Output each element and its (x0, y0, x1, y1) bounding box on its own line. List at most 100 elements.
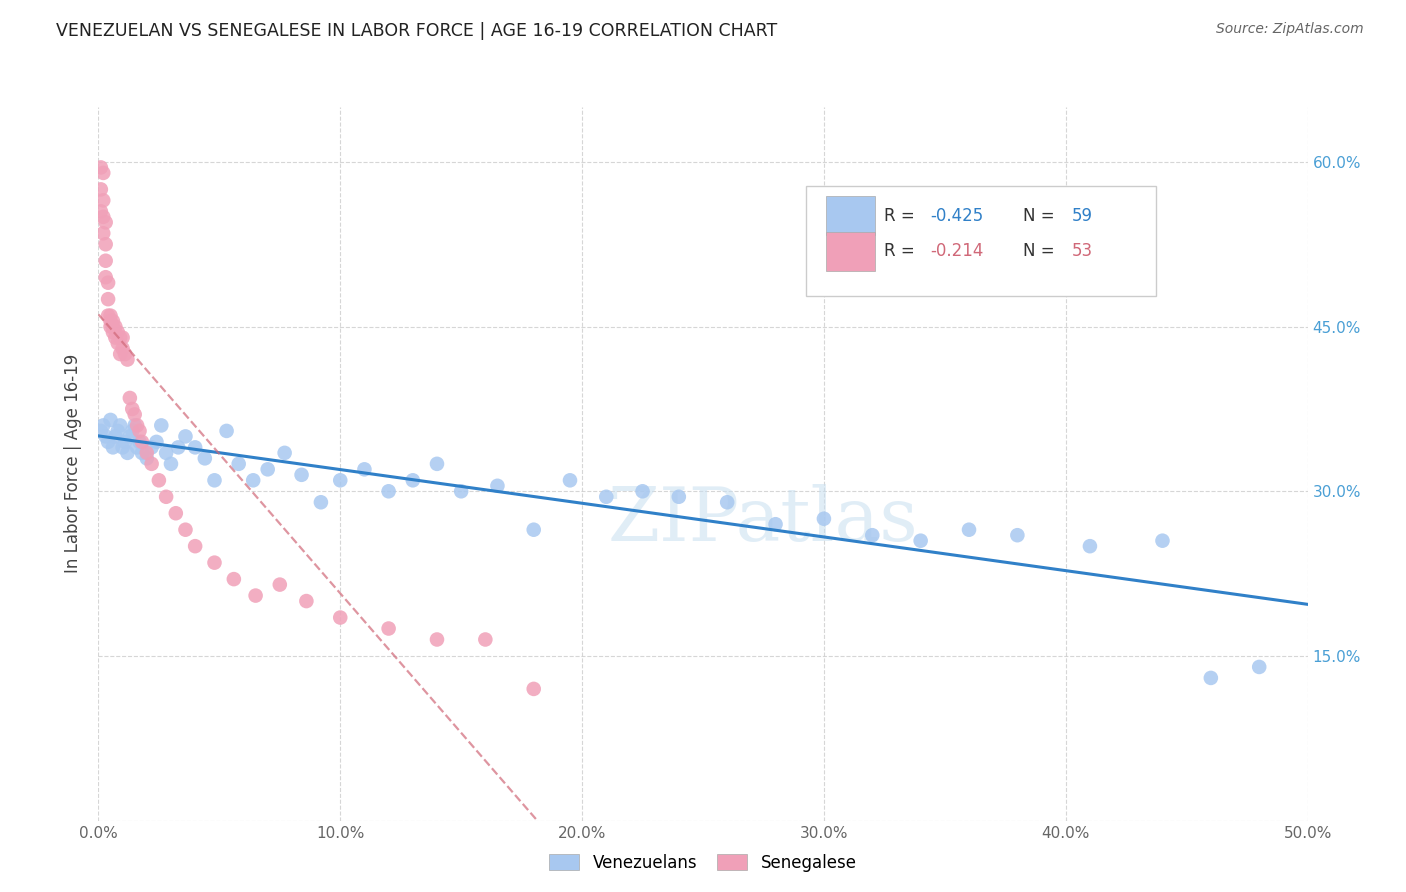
Point (111, 441, 134, 455)
Point (90, 182, 112, 196)
Point (108, 347, 131, 361)
Point (90, 204, 112, 219)
Point (141, 457, 163, 471)
Point (148, 473, 170, 487)
Y-axis label: In Labor Force | Age 16-19: In Labor Force | Age 16-19 (65, 354, 83, 574)
Point (765, 517, 787, 532)
Point (242, 473, 264, 487)
Text: -0.425: -0.425 (931, 207, 984, 225)
Point (114, 347, 136, 361)
Point (668, 490, 690, 504)
Point (111, 342, 134, 356)
Text: N =: N = (1024, 207, 1060, 225)
Point (194, 451, 217, 466)
Point (90, 424, 112, 438)
Point (228, 457, 250, 471)
Point (101, 325, 124, 339)
Point (100, 413, 122, 427)
Point (118, 429, 141, 443)
Point (101, 314, 124, 328)
Point (117, 352, 139, 367)
Point (135, 451, 157, 466)
Point (558, 473, 581, 487)
Point (957, 523, 980, 537)
Point (329, 610, 352, 624)
Text: Source: ZipAtlas.com: Source: ZipAtlas.com (1216, 22, 1364, 37)
Point (97, 434, 120, 449)
Point (309, 495, 332, 509)
Point (107, 424, 129, 438)
Point (245, 589, 267, 603)
Point (290, 467, 312, 482)
Point (486, 479, 509, 493)
Point (184, 441, 207, 455)
Point (222, 572, 245, 586)
Point (124, 408, 146, 422)
Point (377, 622, 399, 636)
Point (204, 556, 226, 570)
Text: VENEZUELAN VS SENEGALESE IN LABOR FORCE | AGE 16-19 CORRELATION CHART: VENEZUELAN VS SENEGALESE IN LABOR FORCE … (56, 22, 778, 40)
Text: 53: 53 (1071, 243, 1092, 260)
Point (104, 330, 127, 344)
Point (127, 418, 149, 433)
Point (104, 319, 127, 334)
Point (108, 418, 131, 433)
Point (107, 325, 129, 339)
Point (104, 429, 127, 443)
Point (107, 336, 129, 351)
Text: -0.214: -0.214 (931, 243, 984, 260)
Point (100, 314, 122, 328)
Point (128, 424, 150, 438)
Point (256, 462, 278, 476)
Text: R =: R = (884, 243, 921, 260)
Point (155, 490, 177, 504)
Point (101, 441, 124, 455)
Point (204, 473, 226, 487)
Point (474, 632, 496, 647)
Point (131, 434, 153, 449)
Point (595, 490, 617, 504)
Point (111, 330, 134, 344)
Point (135, 446, 157, 460)
Point (426, 457, 449, 471)
Point (1249, 660, 1271, 674)
Point (165, 506, 187, 520)
Text: N =: N = (1024, 243, 1060, 260)
Point (273, 446, 295, 460)
Point (91, 210, 114, 224)
FancyBboxPatch shape (827, 196, 875, 235)
Point (100, 319, 122, 334)
Point (174, 523, 197, 537)
Point (402, 473, 425, 487)
Point (353, 462, 375, 476)
Point (141, 441, 163, 455)
Point (117, 446, 139, 460)
Point (295, 594, 318, 608)
Point (160, 457, 183, 471)
Point (127, 441, 149, 455)
Point (94, 270, 117, 285)
Point (1199, 671, 1222, 685)
Point (114, 434, 136, 449)
Point (860, 528, 883, 542)
Point (167, 441, 190, 455)
Point (97, 276, 120, 290)
Point (121, 401, 143, 416)
Point (118, 391, 141, 405)
Point (128, 434, 150, 449)
Point (523, 523, 546, 537)
Point (174, 429, 197, 443)
Point (94, 429, 117, 443)
Point (108, 330, 131, 344)
Point (124, 418, 146, 433)
FancyBboxPatch shape (806, 186, 1157, 296)
Point (155, 446, 177, 460)
Point (91, 418, 114, 433)
Text: 59: 59 (1071, 207, 1092, 225)
Point (426, 632, 449, 647)
Point (1152, 533, 1174, 548)
Point (631, 484, 654, 499)
FancyBboxPatch shape (827, 232, 875, 271)
Point (94, 215, 117, 229)
Point (94, 253, 117, 268)
